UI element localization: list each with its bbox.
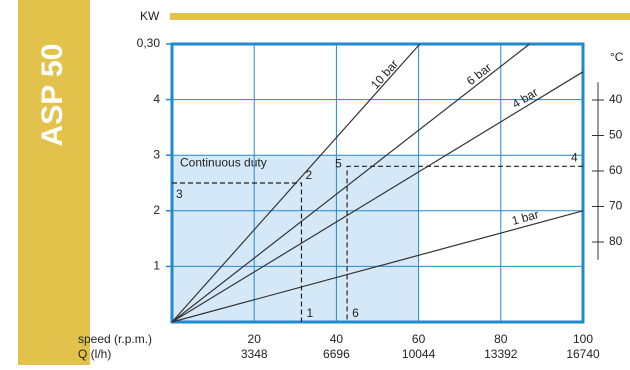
q-tick-label: 3348 xyxy=(241,347,268,361)
region-label: Continuous duty xyxy=(180,155,267,169)
q-tick-label: 13392 xyxy=(484,347,518,361)
q-tick-label: 6696 xyxy=(323,347,350,361)
x-axis-label: speed (r.p.m.) xyxy=(78,332,152,346)
y2-tick-label: 60 xyxy=(609,163,623,177)
series-label: 1 bar xyxy=(510,207,540,228)
q-tick-label: 16740 xyxy=(566,347,600,361)
x-tick-label: 60 xyxy=(412,332,426,346)
y2-tick-label: 70 xyxy=(609,199,623,213)
marker-label: 4 xyxy=(571,150,578,164)
chart-title: ASP 50 xyxy=(36,44,69,147)
y2-tick-label: 80 xyxy=(609,234,623,248)
marker-label: 5 xyxy=(335,156,342,170)
y-tick-label: 2 xyxy=(153,203,160,217)
y2-axis-label: °C xyxy=(610,50,624,64)
guide-dashed xyxy=(346,165,583,322)
y-tick-label: 1 xyxy=(153,259,160,273)
y-tick-label: 3 xyxy=(153,147,160,161)
y-tick-label: 4 xyxy=(153,92,160,106)
marker-label: 3 xyxy=(176,187,183,201)
x-tick-label: 100 xyxy=(573,332,593,346)
series-label: 10 bar xyxy=(368,57,401,92)
x-tick-label: 40 xyxy=(330,332,344,346)
y2-tick-label: 40 xyxy=(609,92,623,106)
x2-axis-label: Q (l/h) xyxy=(78,347,111,361)
q-tick-label: 10044 xyxy=(402,347,436,361)
x-tick-label: 80 xyxy=(494,332,508,346)
series-line xyxy=(171,71,584,323)
marker-label: 6 xyxy=(352,306,359,320)
x-tick-label: 20 xyxy=(248,332,262,346)
top-band xyxy=(170,13,630,20)
guide-dashed xyxy=(172,182,303,322)
marker-label: 1 xyxy=(306,306,313,320)
y-axis-label: KW xyxy=(140,9,160,23)
series-line xyxy=(171,43,530,323)
marker-label: 2 xyxy=(305,168,312,182)
y2-tick-label: 50 xyxy=(609,128,623,142)
series-line xyxy=(171,210,584,323)
y-tick-label: 0,30 xyxy=(137,36,161,50)
continuous-duty-region xyxy=(172,155,419,322)
side-band xyxy=(18,0,90,365)
